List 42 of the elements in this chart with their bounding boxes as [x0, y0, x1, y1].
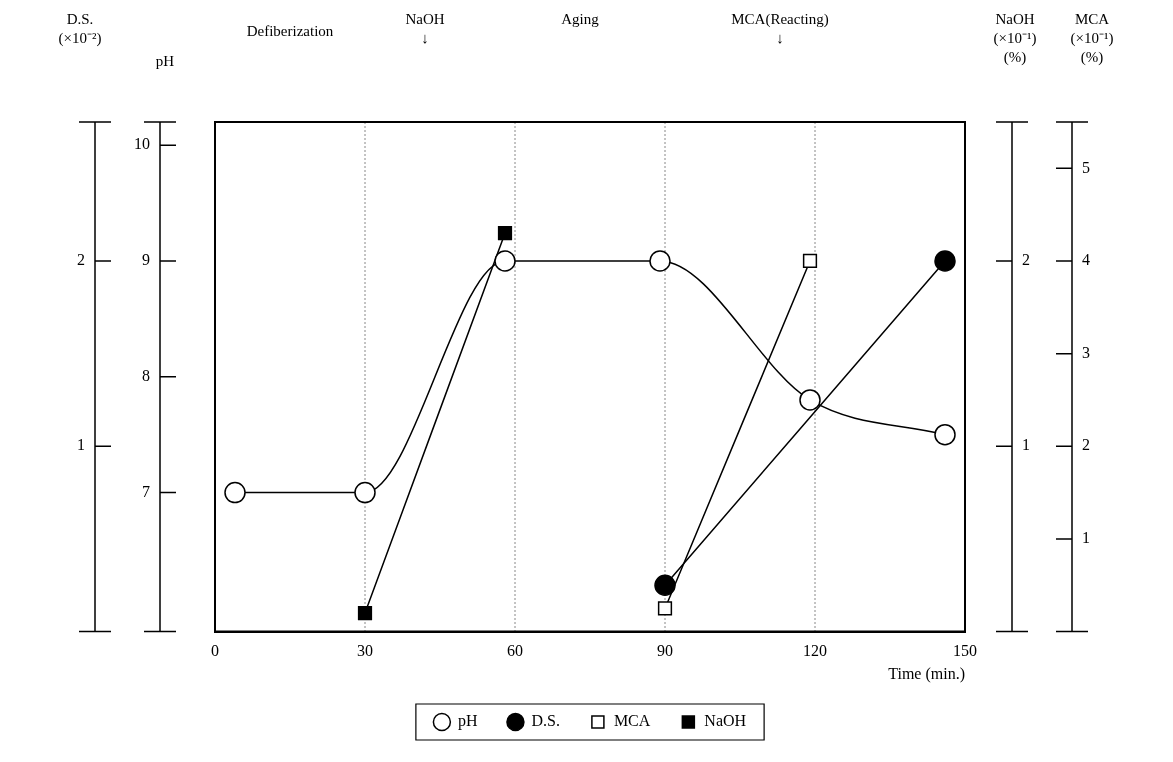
- x-tick-label: 150: [953, 642, 977, 660]
- legend-label: MCA: [613, 712, 651, 730]
- text: Defiberization: [246, 22, 334, 39]
- text: 2: [77, 251, 85, 269]
- legend-label: pH: [457, 712, 478, 731]
- y3-tick-label: 3: [1082, 343, 1090, 361]
- y-axis-title: pH: [155, 52, 175, 69]
- y2-tick-label: 2: [1022, 251, 1030, 269]
- point: [934, 423, 956, 446]
- y3-tick-label: 1: [1082, 529, 1090, 547]
- point: [799, 389, 821, 411]
- point: [354, 481, 376, 504]
- text: Aging: [561, 10, 600, 27]
- point: [224, 481, 246, 504]
- point: [357, 605, 373, 621]
- text: MCA(Reacting) ↓: [731, 10, 829, 46]
- y-tick-label: 10: [134, 135, 150, 153]
- y-tick-label: 8: [142, 367, 150, 384]
- x-tick-label: 60: [507, 642, 523, 660]
- text: 1: [77, 436, 85, 454]
- point: [654, 574, 676, 597]
- x-axis-title: Time (min.): [888, 664, 965, 683]
- y3-tick-label: 4: [1082, 251, 1090, 269]
- y2-tick-label: 1: [1022, 436, 1030, 454]
- legend-label: NaOH: [704, 712, 747, 730]
- y-tick-label: 7: [142, 482, 150, 500]
- text: D.S. (×10⁻²): [58, 10, 102, 47]
- point: [934, 250, 956, 272]
- y-tick-label: 9: [142, 251, 150, 269]
- x-tick-label: 0: [211, 642, 219, 660]
- y3-tick-label: 5: [1082, 158, 1090, 176]
- x-tick-label: 90: [657, 642, 673, 660]
- point: [649, 250, 671, 272]
- point: [494, 250, 516, 272]
- y2-axis-title: NaOH (×10⁻¹) (%): [993, 10, 1037, 66]
- x-tick-label: 120: [803, 642, 827, 660]
- y3-tick-label: 2: [1082, 436, 1090, 454]
- y3-axis-title: MCA (×10⁻¹) (%): [1070, 10, 1114, 66]
- text: NaOH ↓: [405, 10, 445, 46]
- point: [497, 226, 513, 241]
- legend-label: D.S.: [531, 712, 560, 730]
- x-tick-label: 30: [357, 642, 373, 660]
